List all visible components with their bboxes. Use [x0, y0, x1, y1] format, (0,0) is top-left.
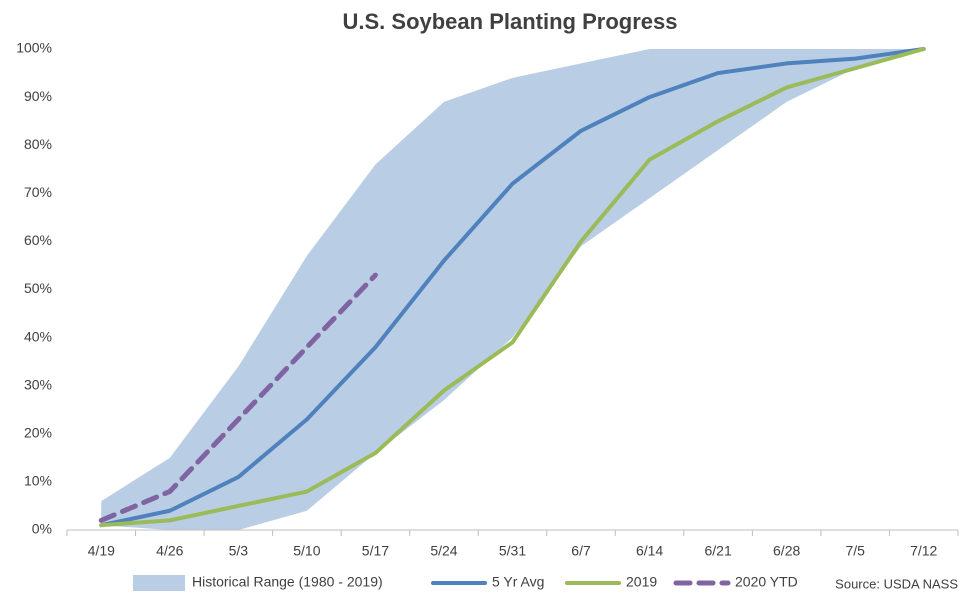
- historical-range-area: [101, 49, 924, 530]
- x-tick-label: 5/17: [362, 543, 389, 559]
- y-tick-label: 100%: [16, 40, 52, 56]
- y-tick-label: 60%: [24, 232, 52, 248]
- legend-label: 2020 YTD: [735, 574, 798, 590]
- y-tick-label: 20%: [24, 425, 52, 441]
- y-tick-label: 50%: [24, 280, 52, 296]
- x-tick-label: 6/14: [636, 543, 663, 559]
- y-tick-label: 40%: [24, 328, 52, 344]
- y-tick-label: 80%: [24, 136, 52, 152]
- x-tick-label: 7/5: [845, 543, 865, 559]
- series-line: [99, 47, 926, 528]
- x-tick-label: 5/10: [293, 543, 320, 559]
- y-tick-label: 10%: [24, 473, 52, 489]
- series-line: [99, 47, 926, 528]
- legend-label: 5 Yr Avg: [492, 574, 544, 590]
- source-note: Source: USDA NASS: [835, 576, 958, 591]
- legend-label: Historical Range (1980 - 2019): [192, 574, 383, 590]
- series-line: [98, 272, 378, 523]
- x-tick-label: 6/28: [773, 543, 800, 559]
- chart-title: U.S. Soybean Planting Progress: [343, 9, 678, 34]
- y-tick-label: 30%: [24, 376, 52, 392]
- legend-label: 2019: [626, 574, 657, 590]
- x-tick-label: 5/24: [430, 543, 457, 559]
- x-tick-label: 5/3: [229, 543, 249, 559]
- y-tick-label: 70%: [24, 184, 52, 200]
- x-tick-label: 5/31: [499, 543, 526, 559]
- x-tick-label: 6/21: [704, 543, 731, 559]
- x-tick-label: 4/19: [88, 543, 115, 559]
- legend-swatch: [133, 575, 185, 591]
- y-tick-label: 90%: [24, 88, 52, 104]
- x-tick-label: 7/12: [910, 543, 937, 559]
- y-tick-label: 0%: [32, 521, 52, 537]
- x-tick-label: 6/7: [571, 543, 591, 559]
- x-tick-label: 4/26: [156, 543, 183, 559]
